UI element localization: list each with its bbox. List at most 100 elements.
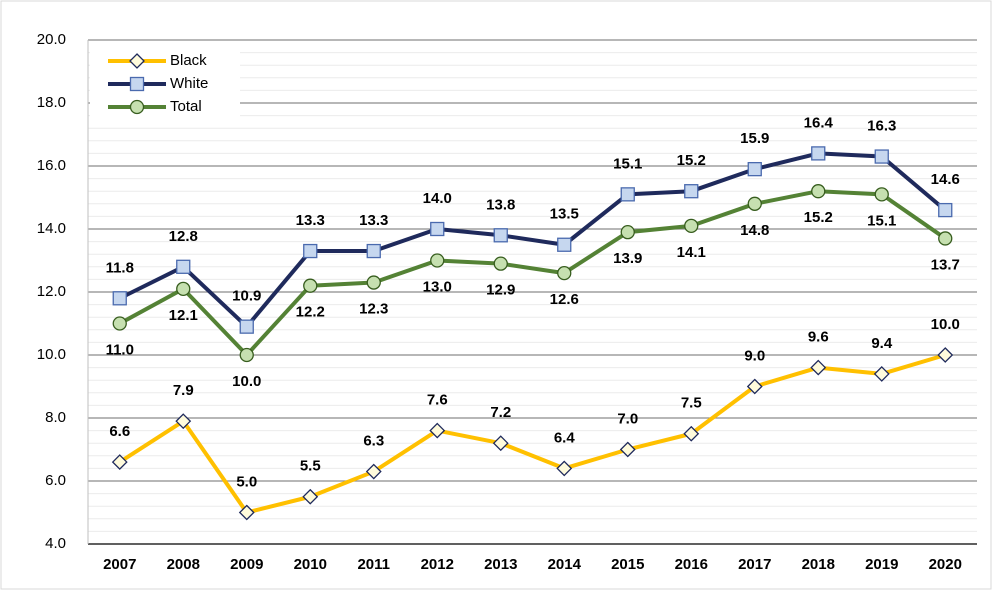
x-tick-label: 2017 bbox=[738, 556, 771, 573]
marker bbox=[619, 441, 636, 458]
marker bbox=[493, 228, 508, 243]
data-label: 16.4 bbox=[804, 114, 834, 131]
marker bbox=[493, 256, 508, 271]
data-label: 7.6 bbox=[427, 392, 448, 409]
data-label: 12.9 bbox=[486, 282, 515, 299]
series-line bbox=[118, 151, 947, 329]
data-label: 7.0 bbox=[617, 410, 638, 427]
y-tick-label: 14.0 bbox=[37, 220, 66, 237]
data-label: 16.3 bbox=[867, 118, 896, 135]
data-label: 12.3 bbox=[359, 301, 388, 318]
data-label: 13.3 bbox=[359, 212, 388, 229]
marker bbox=[492, 435, 509, 452]
marker bbox=[683, 425, 700, 442]
marker bbox=[620, 187, 635, 202]
marker bbox=[430, 221, 445, 237]
marker bbox=[366, 243, 381, 259]
marker bbox=[684, 184, 699, 199]
data-label: 9.4 bbox=[871, 335, 893, 352]
marker bbox=[366, 275, 381, 290]
marker bbox=[430, 253, 445, 268]
data-label: 14.6 bbox=[931, 171, 960, 188]
data-label: 6.6 bbox=[109, 423, 130, 440]
data-label: 9.0 bbox=[744, 347, 765, 364]
data-label: 12.1 bbox=[169, 307, 198, 324]
marker bbox=[303, 278, 318, 293]
marker bbox=[365, 463, 382, 480]
data-label: 14.1 bbox=[677, 244, 706, 261]
y-tick-label: 20.0 bbox=[37, 31, 66, 48]
data-label: 9.6 bbox=[808, 329, 829, 346]
y-tick-label: 10.0 bbox=[37, 346, 66, 363]
series-line bbox=[118, 189, 947, 357]
y-tick-label: 16.0 bbox=[37, 157, 66, 174]
x-tick-label: 2015 bbox=[611, 556, 644, 573]
marker bbox=[239, 319, 254, 334]
data-label: 15.9 bbox=[740, 130, 769, 147]
legend-label: Total bbox=[170, 98, 202, 115]
y-tick-label: 12.0 bbox=[37, 283, 66, 300]
data-label: 14.8 bbox=[740, 222, 769, 239]
x-tick-label: 2016 bbox=[675, 556, 708, 573]
data-label: 12.2 bbox=[296, 304, 325, 321]
legend-label: White bbox=[170, 75, 208, 92]
marker bbox=[176, 281, 191, 297]
data-label: 10.9 bbox=[232, 288, 261, 305]
y-tick-label: 8.0 bbox=[45, 409, 66, 426]
marker bbox=[620, 224, 635, 240]
marker bbox=[238, 504, 255, 521]
marker bbox=[747, 196, 762, 211]
marker bbox=[129, 76, 145, 92]
marker bbox=[112, 291, 127, 306]
data-label: 14.0 bbox=[423, 190, 452, 207]
series-line bbox=[118, 353, 946, 515]
data-label: 13.9 bbox=[613, 250, 642, 267]
marker bbox=[746, 378, 763, 395]
y-tick-label: 4.0 bbox=[45, 535, 66, 552]
marker bbox=[557, 237, 572, 252]
data-label: 15.1 bbox=[613, 155, 642, 172]
marker bbox=[874, 149, 889, 164]
marker bbox=[811, 184, 826, 199]
data-label: 13.3 bbox=[296, 212, 325, 229]
x-tick-label: 2013 bbox=[484, 556, 517, 573]
x-tick-label: 2018 bbox=[802, 556, 835, 573]
marker bbox=[302, 488, 319, 505]
marker bbox=[175, 413, 192, 430]
marker bbox=[938, 231, 953, 246]
marker bbox=[557, 265, 572, 281]
data-label: 12.6 bbox=[550, 291, 579, 308]
data-label: 7.5 bbox=[681, 395, 702, 412]
marker bbox=[112, 316, 127, 331]
x-tick-label: 2007 bbox=[103, 556, 136, 573]
data-label: 7.9 bbox=[173, 382, 194, 399]
marker bbox=[938, 202, 953, 218]
x-tick-label: 2010 bbox=[294, 556, 327, 573]
data-label: 6.4 bbox=[554, 429, 576, 446]
data-label: 7.2 bbox=[490, 404, 511, 421]
x-tick-label: 2008 bbox=[167, 556, 200, 573]
marker bbox=[176, 259, 191, 274]
marker bbox=[239, 347, 254, 363]
marker bbox=[810, 359, 827, 376]
y-tick-label: 18.0 bbox=[37, 94, 66, 111]
x-tick-label: 2014 bbox=[548, 556, 582, 573]
legend-label: Black bbox=[170, 52, 207, 69]
marker bbox=[129, 53, 145, 69]
data-label: 13.7 bbox=[931, 256, 960, 273]
y-tick-label: 6.0 bbox=[45, 472, 66, 489]
marker bbox=[111, 454, 128, 471]
data-label: 11.8 bbox=[106, 259, 134, 276]
data-label: 5.5 bbox=[300, 458, 321, 475]
data-label: 15.1 bbox=[867, 212, 896, 229]
marker bbox=[429, 422, 446, 439]
data-label: 6.3 bbox=[363, 433, 384, 450]
marker bbox=[811, 146, 826, 161]
marker bbox=[937, 347, 954, 363]
marker bbox=[303, 243, 318, 259]
marker bbox=[747, 161, 762, 177]
x-tick-label: 2012 bbox=[421, 556, 454, 573]
legend: Black White Total bbox=[90, 46, 240, 120]
marker bbox=[873, 365, 890, 382]
